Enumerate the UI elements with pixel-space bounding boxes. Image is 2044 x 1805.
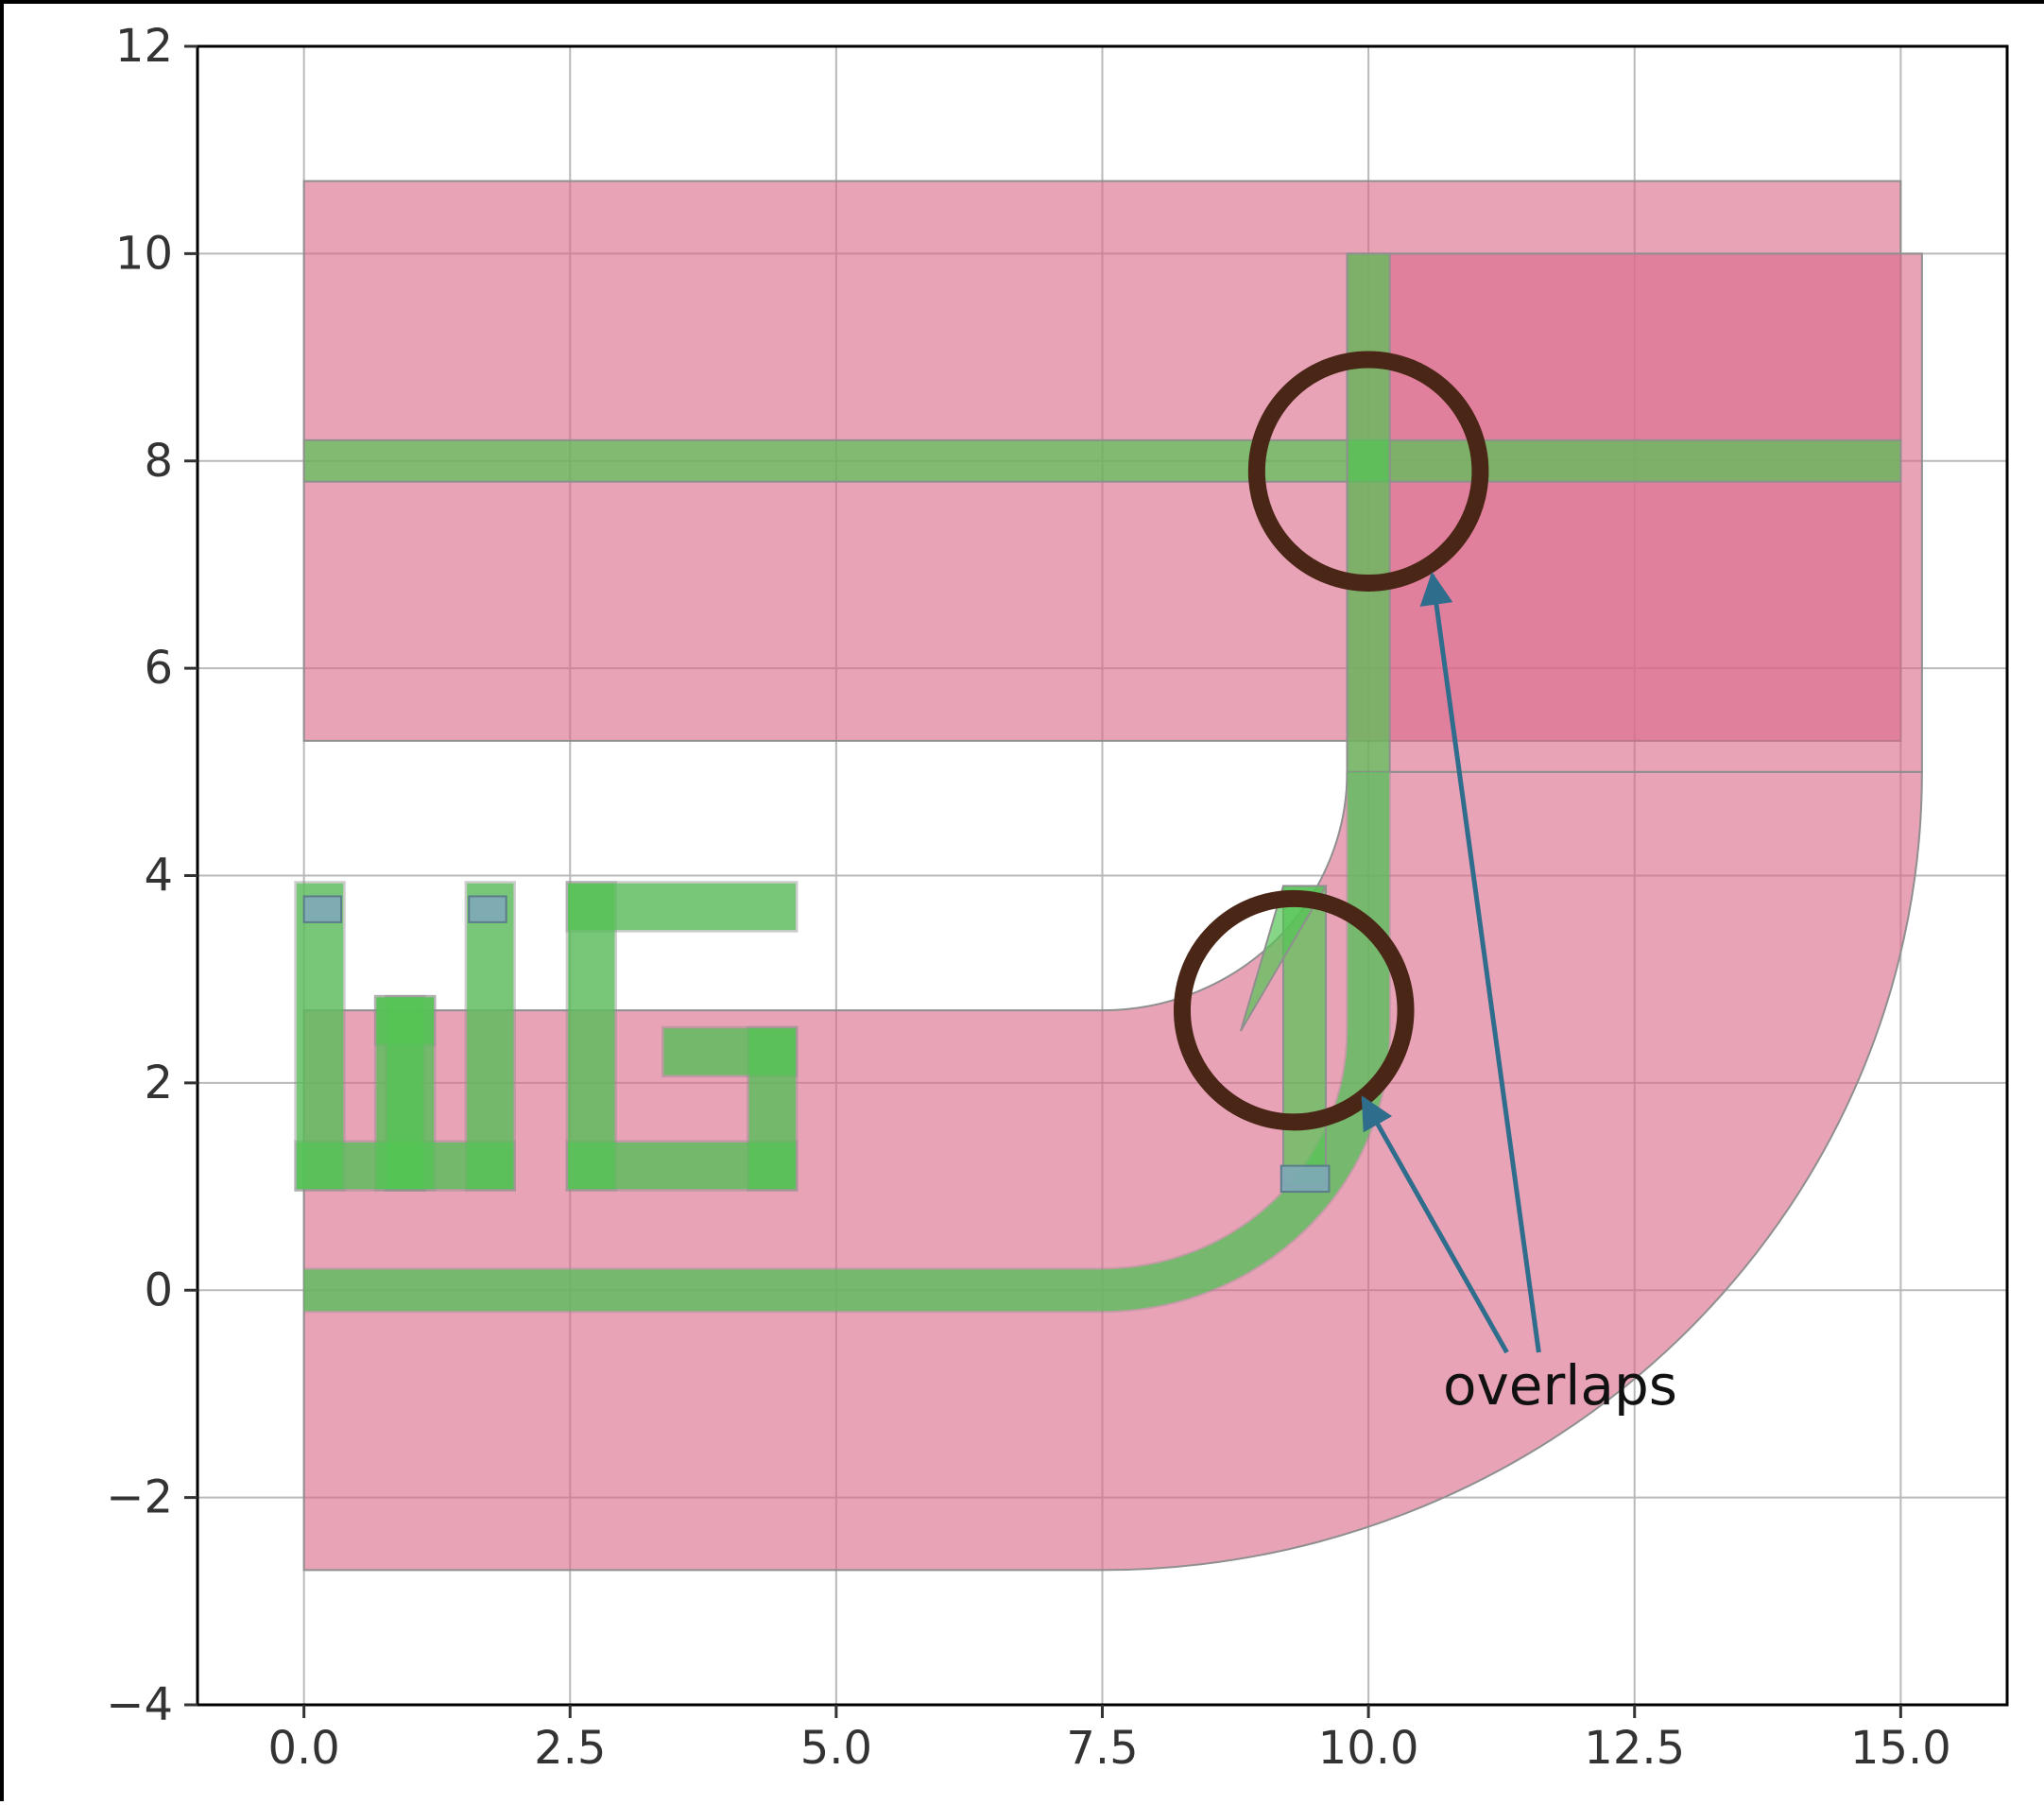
y-tick-label: 0 (144, 1264, 173, 1316)
x-tick-label: 5.0 (800, 1722, 872, 1775)
pad (469, 896, 506, 921)
x-tick-label: 15.0 (1850, 1722, 1951, 1775)
pad (1281, 1166, 1330, 1192)
y-tick-label: 10 (115, 227, 173, 280)
green-h-strip (304, 440, 1901, 482)
y-tick-label: 2 (144, 1057, 173, 1109)
overlaps-label: overlaps (1443, 1353, 1677, 1418)
green-v-strip (1348, 253, 1390, 771)
x-tick-label: 7.5 (1066, 1722, 1138, 1775)
pink-j-upper-leg (1348, 253, 1922, 771)
y-tick-label: −2 (106, 1471, 173, 1524)
y-tick-label: 8 (144, 435, 173, 488)
y-tick-label: 4 (144, 850, 173, 902)
layout-plot: overlaps 0.0 2.5 5.0 7.5 10.0 12.5 15.0 −4 −2 0 2 4 6… (4, 4, 2044, 1805)
x-tick-label: 10.0 (1318, 1722, 1419, 1775)
y-tick-label: −4 (106, 1678, 173, 1731)
figure-frame: overlaps 0.0 2.5 5.0 7.5 10.0 12.5 15.0 −4 −2 0 2 4 6… (0, 0, 2044, 1801)
pad (304, 896, 341, 921)
x-tick-label: 2.5 (534, 1722, 606, 1775)
x-tick-label: 0.0 (267, 1722, 339, 1775)
y-tick-label: 12 (115, 20, 173, 73)
y-tick-label: 6 (144, 642, 173, 695)
x-tick-label: 12.5 (1584, 1722, 1685, 1775)
